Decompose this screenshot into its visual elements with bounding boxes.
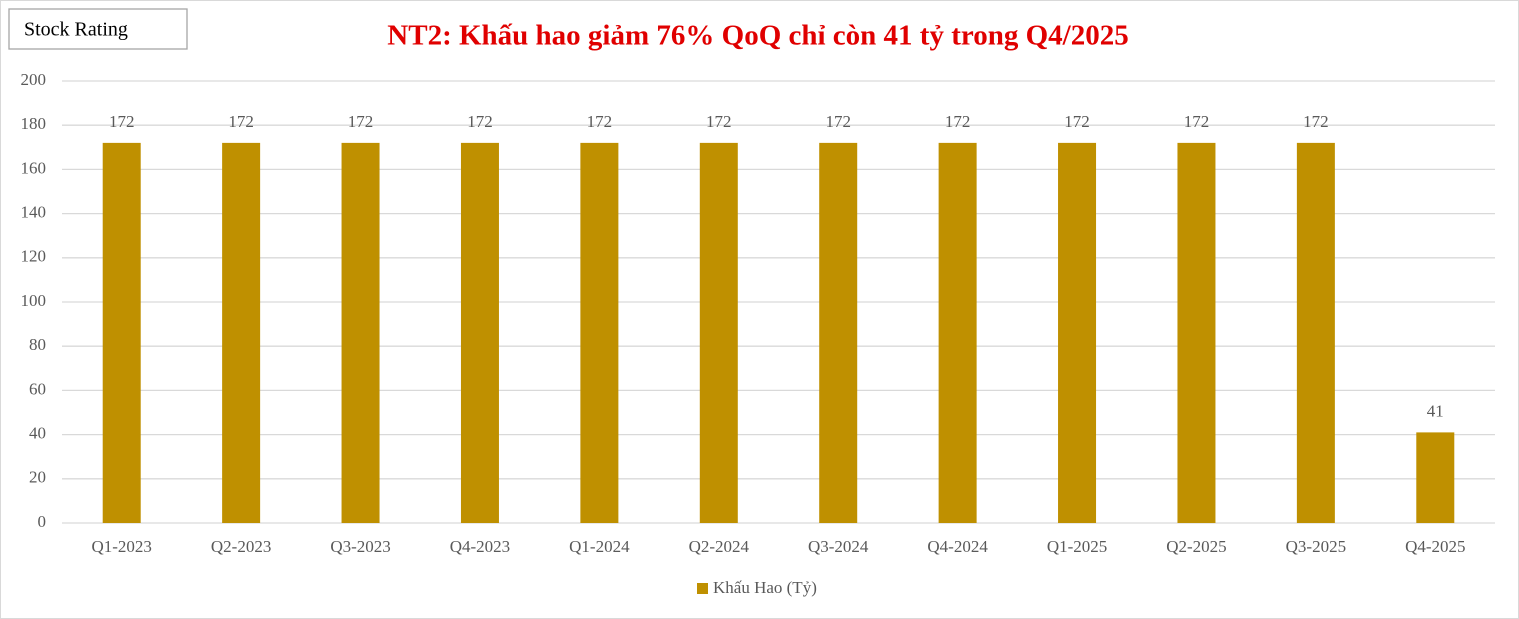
- data-label: 41: [1427, 401, 1444, 420]
- data-label: 172: [1184, 112, 1210, 131]
- data-label: 172: [467, 112, 493, 131]
- bar: [222, 142, 261, 523]
- bar: [460, 142, 499, 523]
- bar: [1177, 142, 1216, 523]
- y-tick-label: 120: [21, 247, 47, 266]
- y-tick-label: 160: [21, 158, 47, 177]
- x-tick-label: Q2-2023: [211, 537, 271, 556]
- bar: [580, 142, 619, 523]
- badge-box: [8, 8, 188, 50]
- x-tick-label: Q1-2023: [91, 537, 151, 556]
- y-tick-label: 100: [21, 291, 47, 310]
- x-tick-label: Q3-2023: [330, 537, 390, 556]
- bar: [102, 142, 141, 523]
- data-label: 172: [945, 112, 971, 131]
- bar: [1058, 142, 1097, 523]
- y-tick-label: 200: [21, 70, 47, 89]
- x-tick-label: Q1-2024: [569, 537, 630, 556]
- data-label: 172: [348, 112, 374, 131]
- bar: [1296, 142, 1335, 523]
- bar: [1416, 432, 1455, 523]
- x-tick-label: Q4-2025: [1405, 537, 1465, 556]
- data-label: 172: [706, 112, 732, 131]
- y-tick-label: 140: [21, 203, 47, 222]
- data-label: 172: [1064, 112, 1090, 131]
- bar: [699, 142, 738, 523]
- bar: [938, 142, 977, 523]
- data-label: 172: [825, 112, 851, 131]
- y-tick-label: 180: [21, 114, 47, 133]
- x-tick-label: Q3-2025: [1286, 537, 1346, 556]
- x-tick-label: Q4-2024: [927, 537, 988, 556]
- bar: [341, 142, 380, 523]
- y-tick-label: 60: [29, 379, 46, 398]
- data-label: 172: [1303, 112, 1329, 131]
- y-tick-label: 40: [29, 424, 46, 443]
- x-tick-label: Q4-2023: [450, 537, 510, 556]
- bar: [819, 142, 858, 523]
- badge: Stock Rating: [24, 19, 128, 41]
- y-tick-label: 0: [38, 512, 47, 531]
- x-tick-label: Q2-2025: [1166, 537, 1226, 556]
- y-tick-label: 80: [29, 335, 46, 354]
- legend-label: Khấu Hao (Tỷ): [713, 578, 817, 597]
- data-label: 172: [587, 112, 613, 131]
- data-label: 172: [228, 112, 254, 131]
- y-tick-label: 20: [29, 468, 46, 487]
- legend-swatch: [697, 583, 708, 594]
- data-label: 172: [109, 112, 135, 131]
- x-tick-label: Q3-2024: [808, 537, 869, 556]
- chart-title: NT2: Khấu hao giảm 76% QoQ chỉ còn 41 tỷ…: [387, 20, 1128, 52]
- x-tick-label: Q2-2024: [689, 537, 750, 556]
- x-tick-label: Q1-2025: [1047, 537, 1107, 556]
